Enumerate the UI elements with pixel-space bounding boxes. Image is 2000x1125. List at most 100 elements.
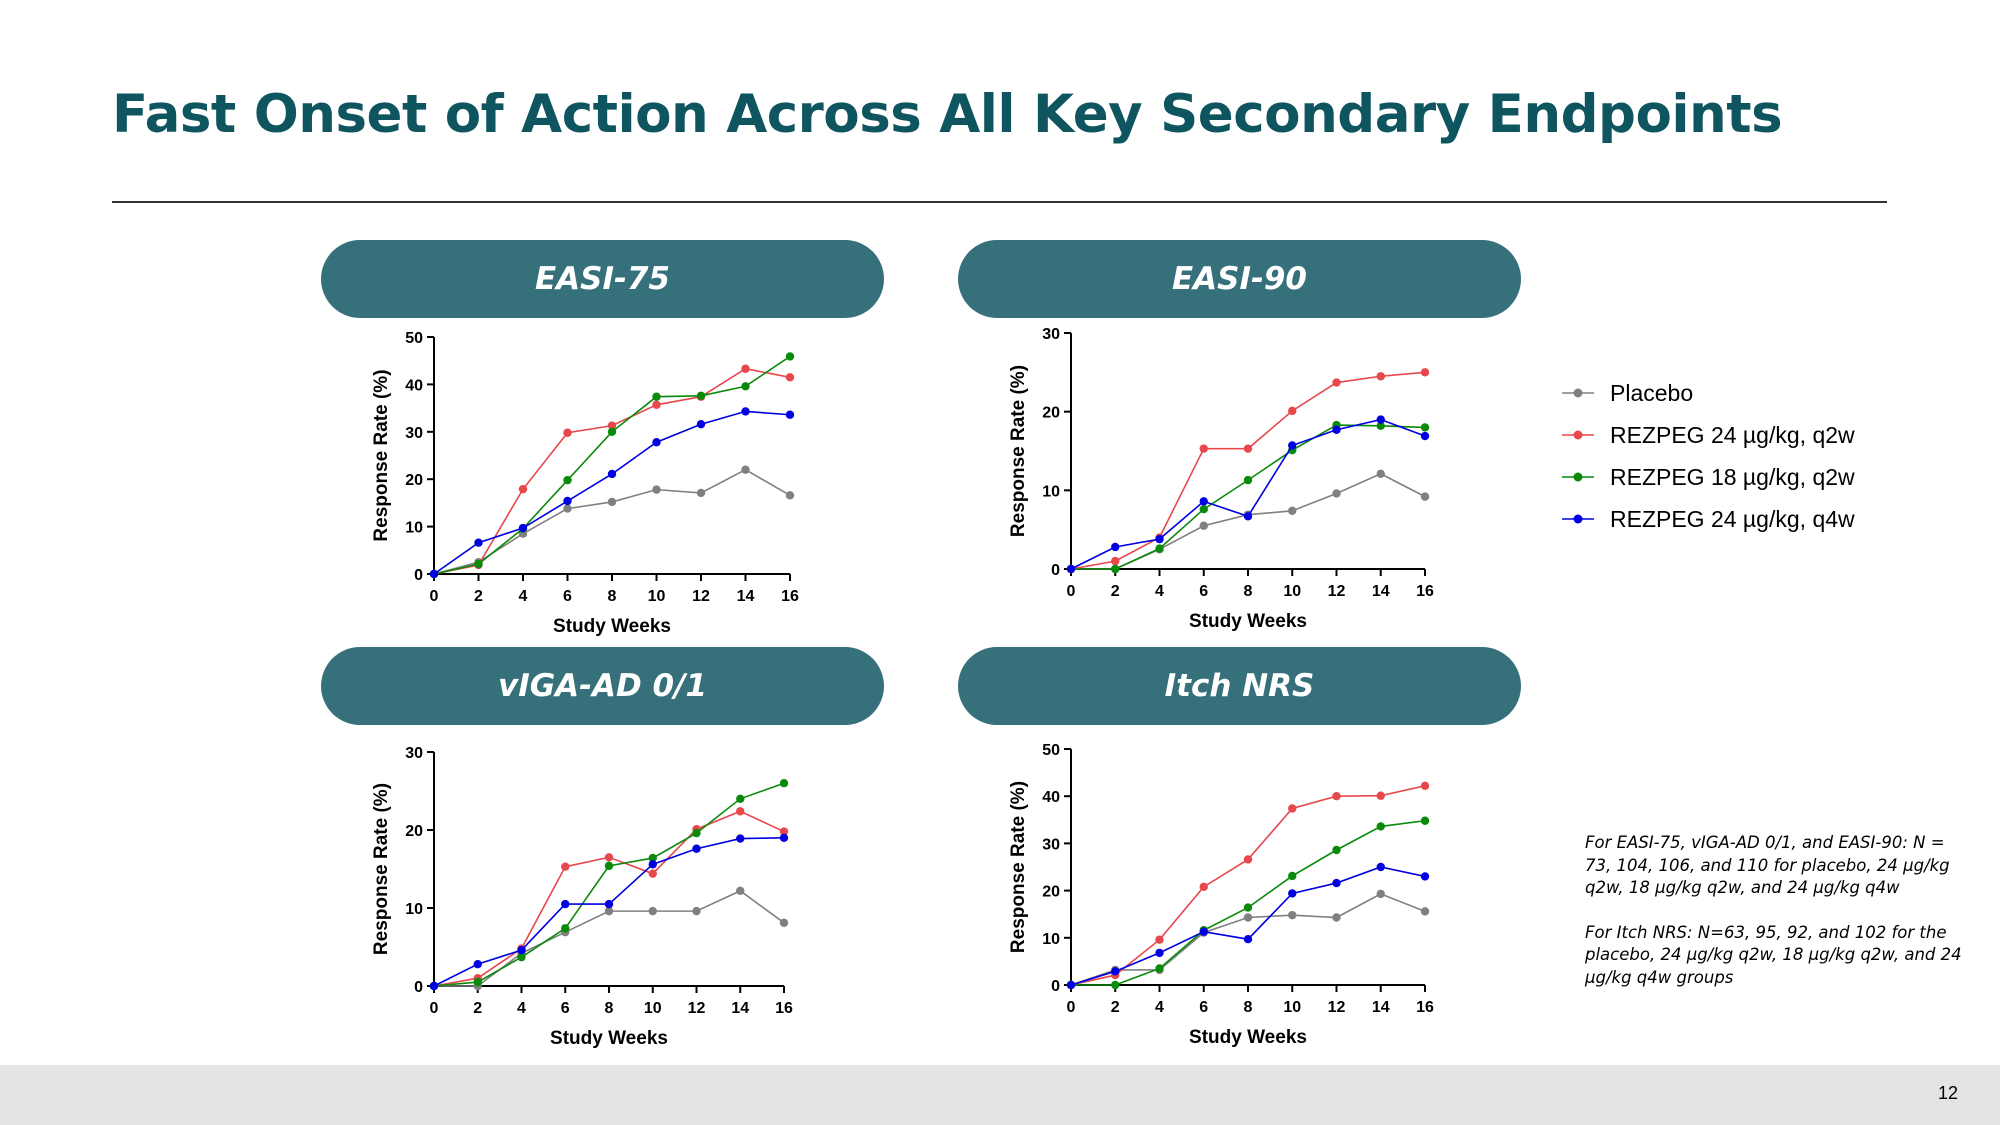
data-point xyxy=(1288,441,1297,450)
x-tick-label: 4 xyxy=(1155,999,1164,1016)
data-point xyxy=(1199,882,1208,892)
y-tick-label: 10 xyxy=(1042,931,1060,948)
x-tick-label: 4 xyxy=(517,1000,526,1017)
x-tick-label: 12 xyxy=(692,588,710,605)
x-tick-label: 2 xyxy=(473,1000,482,1017)
x-tick-label: 0 xyxy=(430,1000,439,1017)
data-point xyxy=(696,392,706,401)
data-point xyxy=(1066,980,1076,990)
x-tick-label: 4 xyxy=(519,588,528,605)
data-point xyxy=(517,944,526,953)
data-point xyxy=(736,794,745,803)
legend-marker-icon xyxy=(1562,388,1594,398)
legend-item-rezpeg18-q2w: REZPEG 18 µg/kg, q2w xyxy=(1558,456,1855,498)
data-point xyxy=(652,485,661,494)
series-line xyxy=(1070,893,1426,986)
data-point xyxy=(1155,935,1164,944)
y-tick-label: 0 xyxy=(1051,562,1060,579)
series-line xyxy=(1071,424,1426,570)
data-point xyxy=(517,945,526,955)
series-line xyxy=(434,889,785,987)
data-point xyxy=(1332,878,1341,888)
data-point xyxy=(1111,556,1120,566)
data-point xyxy=(1288,804,1297,813)
x-tick-label: 16 xyxy=(1416,999,1434,1016)
data-point xyxy=(692,906,701,916)
data-point xyxy=(607,421,617,430)
data-point xyxy=(474,557,483,567)
data-point xyxy=(1376,372,1385,381)
data-point xyxy=(696,488,706,498)
x-tick-label: 6 xyxy=(563,588,572,605)
data-point xyxy=(604,853,614,862)
data-point xyxy=(1376,469,1385,479)
footnote-itch: For Itch NRS: N=63, 95, 92, and 102 for … xyxy=(1585,922,1962,987)
x-tick-label: 16 xyxy=(775,1000,793,1017)
series-line xyxy=(433,410,791,575)
data-point xyxy=(1155,948,1164,958)
data-point xyxy=(1420,816,1430,825)
x-tick-label: 10 xyxy=(648,588,666,605)
data-point xyxy=(1420,907,1430,916)
data-point xyxy=(779,779,789,788)
data-point xyxy=(474,559,483,569)
y-axis-label: Response Rate (%) xyxy=(371,783,392,955)
data-point xyxy=(518,524,528,533)
data-point xyxy=(1199,926,1208,935)
data-point xyxy=(741,364,750,373)
data-point xyxy=(1332,420,1341,430)
data-point xyxy=(1199,444,1208,453)
y-tick-label: 40 xyxy=(405,377,423,394)
data-point xyxy=(604,861,614,871)
data-point xyxy=(1332,425,1341,434)
x-tick-label: 16 xyxy=(1416,583,1434,600)
data-point xyxy=(517,949,526,958)
y-tick-label: 50 xyxy=(405,330,423,347)
data-point xyxy=(1376,822,1385,831)
data-point xyxy=(1243,855,1253,864)
x-tick-label: 8 xyxy=(1244,583,1253,600)
data-point xyxy=(1288,910,1297,920)
data-point xyxy=(1111,967,1120,976)
data-point xyxy=(1155,534,1164,544)
data-point xyxy=(1243,935,1253,944)
x-tick-label: 6 xyxy=(561,1000,570,1017)
footnotes: For EASI-75, vIGA-AD 0/1, and EASI-90: N… xyxy=(1585,832,1965,1011)
data-point xyxy=(429,569,439,579)
data-point xyxy=(1288,871,1297,881)
data-point xyxy=(1288,406,1297,416)
y-tick-label: 0 xyxy=(414,567,423,584)
series-line xyxy=(433,367,791,575)
x-tick-label: 14 xyxy=(737,588,755,605)
data-point xyxy=(648,860,657,869)
legend-label: REZPEG 24 µg/kg, q2w xyxy=(1610,421,1855,448)
data-point xyxy=(1288,506,1297,515)
data-point xyxy=(1199,497,1208,506)
y-tick-label: 30 xyxy=(405,425,423,442)
data-point xyxy=(741,465,750,474)
series-line xyxy=(1070,371,1426,570)
data-point xyxy=(1376,415,1385,424)
data-point xyxy=(1420,431,1430,441)
x-tick-label: 14 xyxy=(1372,999,1390,1016)
data-point xyxy=(1420,423,1430,432)
series-line xyxy=(433,468,791,575)
series-line xyxy=(1070,785,1426,986)
y-tick-label: 20 xyxy=(405,472,423,489)
data-point xyxy=(1155,544,1164,553)
data-point xyxy=(563,504,572,513)
x-axis-label: Study Weeks xyxy=(1189,1027,1307,1048)
data-point xyxy=(1199,521,1208,530)
x-tick-label: 14 xyxy=(1372,583,1390,600)
data-point xyxy=(474,560,483,570)
page-title: Fast Onset of Action Across All Key Seco… xyxy=(112,84,1783,145)
data-point xyxy=(785,491,795,500)
legend-marker-icon xyxy=(1562,472,1594,482)
data-point xyxy=(1111,564,1120,574)
data-point xyxy=(561,927,570,937)
y-axis-label: Response Rate (%) xyxy=(1008,781,1029,953)
y-tick-label: 20 xyxy=(1042,405,1060,422)
data-point xyxy=(518,523,528,533)
data-point xyxy=(518,529,528,538)
data-point xyxy=(1066,564,1076,574)
